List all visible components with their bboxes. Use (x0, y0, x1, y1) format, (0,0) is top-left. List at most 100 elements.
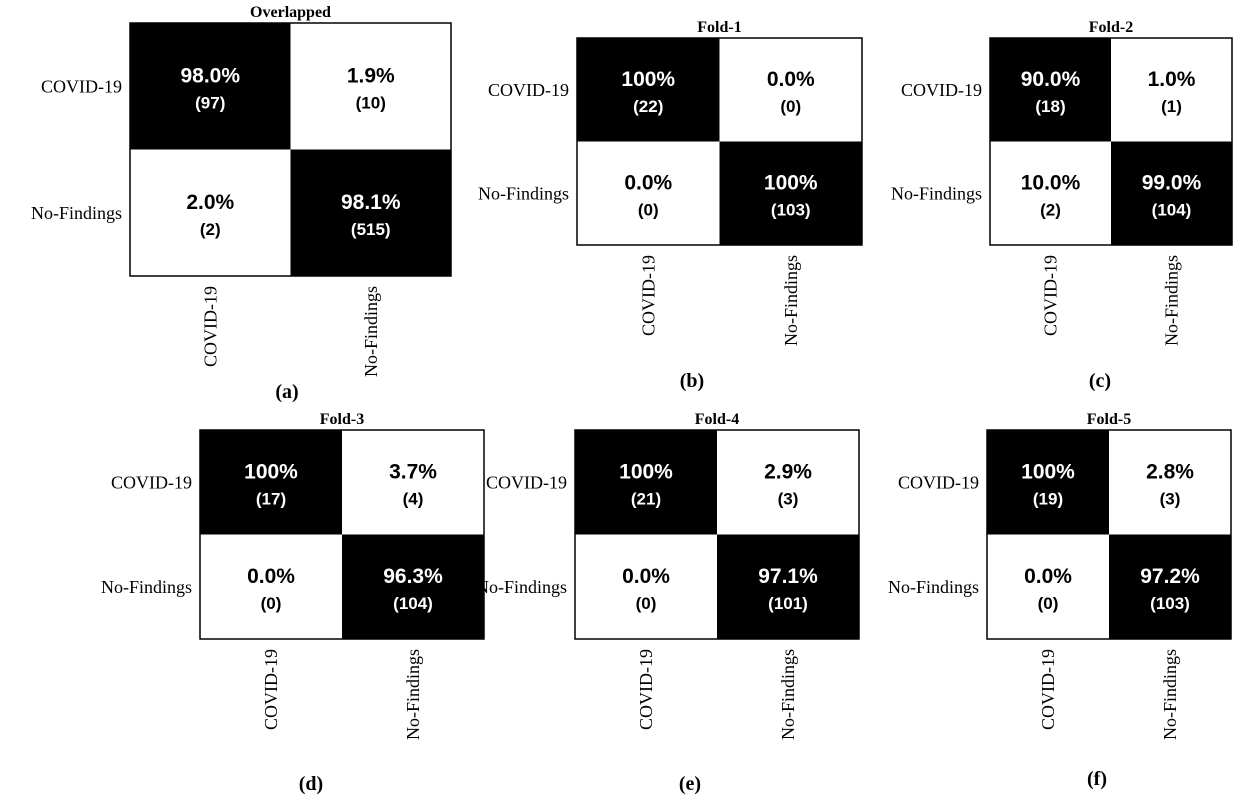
cell-count: (104) (1152, 200, 1192, 219)
matrix-cell (575, 430, 717, 535)
cell-percent: 10.0% (1021, 171, 1081, 194)
cell-count: (22) (633, 97, 663, 116)
matrix-border (576, 37, 863, 246)
row-label: No-Findings (478, 183, 569, 203)
matrix-cell (990, 38, 1111, 142)
cell-percent: 0.0% (624, 171, 672, 194)
cell-count: (103) (1150, 594, 1190, 613)
row-label: No-Findings (476, 577, 567, 597)
cell-count: (17) (256, 489, 286, 508)
cell-percent: 96.3% (383, 565, 443, 588)
row-label: COVID-19 (901, 80, 982, 100)
cell-percent: 0.0% (767, 68, 815, 91)
cell-count: (1) (1161, 97, 1182, 116)
confusion-matrix-panel: Fold-2 90.0% (18) 1.0% (1) 10.0% (2) 99.0% (104)… (891, 19, 1233, 392)
cell-percent: 100% (244, 460, 298, 483)
matrix-cell (130, 23, 291, 150)
matrix-cell (575, 534, 717, 639)
cell-count: (10) (356, 93, 386, 112)
matrix-border (989, 37, 1233, 246)
cell-count: (0) (636, 594, 657, 613)
column-label: No-Findings (403, 649, 423, 740)
confusion-matrix-panel: Fold-3 100% (17) 3.7% (4) 0.0% (0) 96.3% (104) CO… (101, 411, 485, 795)
cell-percent: 0.0% (622, 565, 670, 588)
cell-percent: 99.0% (1142, 171, 1202, 194)
row-label: COVID-19 (486, 472, 567, 492)
cell-percent: 0.0% (247, 565, 295, 588)
row-label: No-Findings (891, 183, 982, 203)
matrix-cell (290, 149, 451, 276)
row-label: No-Findings (101, 577, 192, 597)
matrix-border (129, 22, 452, 277)
cell-count: (0) (1038, 594, 1059, 613)
panel-label: (f) (1087, 768, 1107, 790)
column-label: No-Findings (1160, 649, 1180, 740)
matrix-cell (130, 149, 291, 276)
cell-percent: 98.0% (180, 64, 240, 87)
confusion-matrix-panel: Fold-1 100% (22) 0.0% (0) 0.0% (0) 100% (103) COV… (478, 19, 863, 392)
panel-title: Fold-2 (1089, 19, 1133, 36)
cell-percent: 1.9% (347, 64, 395, 87)
row-label: No-Findings (31, 203, 122, 223)
cell-percent: 97.2% (1140, 565, 1200, 588)
confusion-matrix-panel: Overlapped 98.0% (97) 1.9% (10) 2.0% (2) 98.1% (… (31, 4, 452, 403)
cell-count: (3) (1160, 489, 1181, 508)
column-label: COVID-19 (638, 255, 658, 336)
matrix-cell (987, 430, 1109, 535)
panel-title: Fold-1 (697, 19, 741, 36)
column-label: No-Findings (361, 286, 381, 377)
cell-percent: 2.0% (186, 191, 234, 214)
matrix-cell (1109, 430, 1231, 535)
cell-count: (97) (195, 93, 225, 112)
column-label: COVID-19 (261, 649, 281, 730)
cell-percent: 98.1% (341, 191, 401, 214)
column-label: No-Findings (781, 255, 801, 346)
panel-label: (a) (275, 381, 298, 403)
cell-count: (19) (1033, 489, 1063, 508)
matrix-cell (987, 534, 1109, 639)
matrix-cell (719, 141, 862, 245)
panel-title: Fold-5 (1087, 411, 1131, 428)
cell-count: (2) (1040, 200, 1061, 219)
row-label: COVID-19 (488, 80, 569, 100)
panel-title: Fold-3 (320, 411, 364, 428)
matrix-cell (1109, 534, 1231, 639)
column-label: COVID-19 (636, 649, 656, 730)
cell-count: (18) (1035, 97, 1065, 116)
matrix-cell (200, 430, 342, 535)
matrix-cell (577, 38, 720, 142)
matrix-cell (990, 141, 1111, 245)
matrix-cell (290, 23, 451, 150)
cell-percent: 100% (621, 68, 675, 91)
matrix-cell (717, 430, 859, 535)
panel-title: Fold-4 (695, 411, 739, 428)
row-label: COVID-19 (898, 472, 979, 492)
panel-label: (b) (680, 370, 704, 392)
cell-percent: 1.0% (1148, 68, 1196, 91)
column-label: COVID-19 (1041, 255, 1061, 336)
cell-count: (515) (351, 220, 391, 239)
matrix-cell (342, 430, 484, 535)
matrix-cell (1111, 141, 1232, 245)
row-label: COVID-19 (111, 472, 192, 492)
cell-percent: 2.8% (1146, 460, 1194, 483)
cell-percent: 100% (1021, 460, 1075, 483)
cell-count: (0) (261, 594, 282, 613)
column-label: COVID-19 (200, 286, 220, 367)
cell-percent: 100% (619, 460, 673, 483)
confusion-matrix-panel: Fold-5 100% (19) 2.8% (3) 0.0% (0) 97.2% (103) CO… (888, 411, 1232, 790)
panel-label: (d) (299, 773, 323, 795)
row-label: No-Findings (888, 577, 979, 597)
matrix-cell (717, 534, 859, 639)
cell-percent: 97.1% (758, 565, 818, 588)
cell-percent: 90.0% (1021, 68, 1081, 91)
matrix-border (986, 429, 1232, 640)
cell-count: (4) (403, 489, 424, 508)
cell-count: (104) (393, 594, 433, 613)
cell-count: (0) (780, 97, 801, 116)
matrix-border (199, 429, 485, 640)
cell-count: (3) (778, 489, 799, 508)
cell-percent: 100% (764, 171, 818, 194)
panel-label: (c) (1089, 370, 1111, 392)
